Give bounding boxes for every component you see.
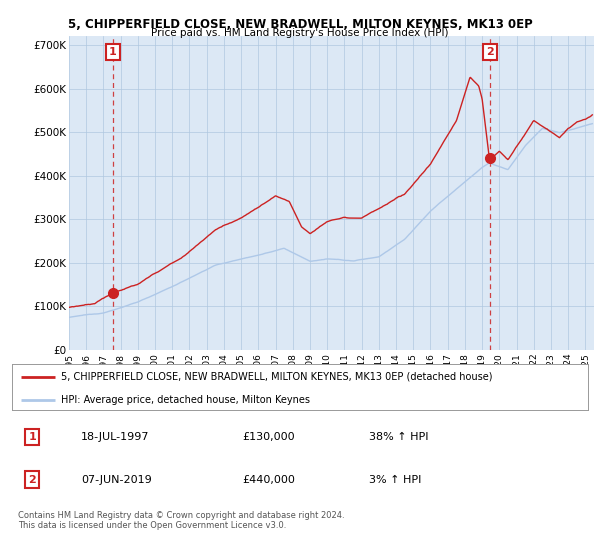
Text: HPI: Average price, detached house, Milton Keynes: HPI: Average price, detached house, Milt… xyxy=(61,395,310,405)
Text: Price paid vs. HM Land Registry's House Price Index (HPI): Price paid vs. HM Land Registry's House … xyxy=(151,28,449,38)
Text: 1: 1 xyxy=(109,46,116,57)
Text: 2: 2 xyxy=(28,474,36,484)
Text: 2: 2 xyxy=(485,46,493,57)
Text: Contains HM Land Registry data © Crown copyright and database right 2024.
This d: Contains HM Land Registry data © Crown c… xyxy=(18,511,344,530)
Text: £440,000: £440,000 xyxy=(242,474,295,484)
Text: £130,000: £130,000 xyxy=(242,432,295,442)
Text: 07-JUN-2019: 07-JUN-2019 xyxy=(81,474,152,484)
Text: 5, CHIPPERFIELD CLOSE, NEW BRADWELL, MILTON KEYNES, MK13 0EP (detached house): 5, CHIPPERFIELD CLOSE, NEW BRADWELL, MIL… xyxy=(61,372,493,382)
Text: 38% ↑ HPI: 38% ↑ HPI xyxy=(369,432,428,442)
Text: 5, CHIPPERFIELD CLOSE, NEW BRADWELL, MILTON KEYNES, MK13 0EP: 5, CHIPPERFIELD CLOSE, NEW BRADWELL, MIL… xyxy=(68,18,532,31)
Text: 18-JUL-1997: 18-JUL-1997 xyxy=(81,432,149,442)
Text: 3% ↑ HPI: 3% ↑ HPI xyxy=(369,474,421,484)
Text: 1: 1 xyxy=(28,432,36,442)
